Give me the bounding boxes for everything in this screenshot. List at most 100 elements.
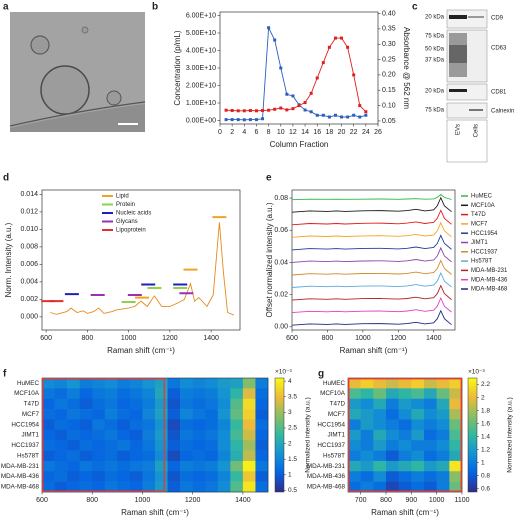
heatmap-cell (373, 378, 387, 389)
legend-label: HCC1937 (471, 249, 498, 255)
heatmap-cell (255, 419, 269, 431)
data-point (346, 45, 350, 49)
row-label: Hs578T (323, 452, 345, 459)
heatmap-cell (386, 481, 399, 493)
row-label: MDA-MB-231 (1, 463, 40, 470)
heatmap-cell (436, 398, 450, 410)
y-tick-label: 5.00E+10 (186, 30, 216, 37)
heatmap-cell (155, 481, 168, 493)
heatmap-cell (192, 388, 206, 400)
data-point (285, 92, 289, 96)
heatmap-cell (373, 460, 387, 472)
heatmap-cell (230, 450, 244, 462)
heatmap-cell (167, 409, 181, 420)
colorbar-tick-label: 3.5 (288, 393, 297, 400)
row-label: HCC1954 (317, 421, 345, 428)
x-axis-label: Raman shift (cm⁻¹) (121, 508, 189, 517)
heatmap-cell (42, 409, 55, 420)
heatmap-cell (386, 460, 399, 472)
y-tick-label: 0.04 (274, 259, 288, 266)
series-line (291, 196, 452, 213)
heatmap-cell (67, 440, 80, 451)
colorbar-tick-label: 1 (288, 472, 292, 479)
heatmap-cell (54, 460, 68, 472)
heatmap-cell (348, 398, 361, 410)
heatmap-cell (54, 450, 68, 462)
y2-tick-label: 0.35 (382, 26, 396, 33)
heatmap-cell (217, 481, 231, 493)
heatmap-cell (42, 481, 55, 493)
legend-label: MDA-MB-231 (471, 268, 508, 274)
heatmap-cell (79, 398, 93, 410)
y2-tick-label: 0.05 (382, 118, 396, 125)
heatmap-cell (180, 440, 193, 451)
heatmap-cell (42, 460, 55, 472)
data-point (315, 76, 319, 80)
heatmap-cell (217, 398, 231, 410)
heatmap-cell (129, 440, 143, 451)
heatmap-cell (360, 429, 374, 441)
heatmap-cell (255, 398, 269, 410)
heatmap-cell (411, 460, 425, 472)
heatmap-cell (142, 471, 156, 482)
heatmap-cell (424, 440, 437, 451)
heatmap-cell (205, 440, 219, 451)
heatmap-cell (255, 378, 269, 389)
heatmap-cell (398, 440, 412, 451)
heatmap-cell (230, 398, 244, 410)
heatmap-cell (205, 450, 219, 462)
data-point (279, 106, 283, 110)
row-label: HCC1954 (11, 421, 39, 428)
heatmap-cell (398, 419, 412, 431)
heatmap-cell (411, 378, 425, 389)
heatmap-cell (449, 450, 463, 462)
heatmap-cell (217, 388, 231, 400)
heatmap-cell (67, 398, 80, 410)
heatmap-cell (230, 378, 244, 389)
heatmap-cell (411, 471, 425, 482)
series-line (226, 26, 366, 121)
legend-label: Hs578T (471, 259, 492, 265)
plot-frame (41, 189, 241, 331)
colorbar-tick-label: 3 (288, 409, 292, 416)
heatmap-cell (255, 450, 269, 462)
panel-label: f (3, 369, 7, 380)
row-label: MDA-MB-436 (307, 473, 346, 480)
heatmap-cell (79, 378, 93, 389)
series-line (291, 309, 452, 326)
heatmap-cell (129, 378, 143, 389)
heatmap-cell (180, 460, 193, 472)
heatmap-cell (205, 388, 219, 400)
series-line (291, 271, 452, 288)
x-axis-label: Column Fraction (270, 140, 329, 149)
series-line (291, 259, 452, 276)
data-point (273, 107, 277, 111)
data-point (297, 104, 301, 108)
data-point (248, 118, 252, 122)
heatmap-cell (217, 378, 231, 389)
heatmap-cell (180, 471, 193, 482)
y-tick-label: 2.00E+10 (186, 82, 216, 89)
heatmap-cell (398, 398, 412, 410)
heatmap-cell (92, 440, 106, 451)
data-point (364, 113, 368, 117)
y2-tick-label: 0.30 (382, 41, 396, 48)
heatmap-cell (79, 419, 93, 431)
heatmap-cell (54, 388, 68, 400)
blot-row-label: Calnexin (491, 109, 514, 115)
heatmap-cell (373, 388, 387, 400)
heatmap-cell (449, 378, 463, 389)
blot-marker: 50 kDa (425, 47, 445, 53)
y-tick-label: 0.00E+00 (186, 117, 216, 124)
heatmap-cell (79, 481, 93, 493)
legend-label: MCF7 (471, 221, 488, 227)
heatmap-cell (348, 409, 361, 420)
x-tick-label: 20 (338, 129, 346, 136)
colorbar-tick-label: 0.8 (481, 472, 490, 479)
heatmap-cell (436, 460, 450, 472)
heatmap-cell (117, 378, 131, 389)
panel-label: e (266, 173, 272, 184)
data-point (248, 108, 252, 112)
data-point (303, 101, 307, 105)
